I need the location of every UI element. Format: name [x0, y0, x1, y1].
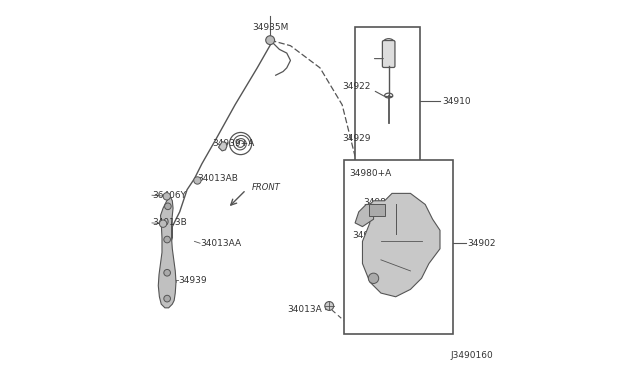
Circle shape [164, 295, 170, 302]
Text: 34939: 34939 [178, 276, 207, 285]
Polygon shape [218, 142, 227, 151]
Text: 34935M: 34935M [252, 23, 289, 32]
Polygon shape [355, 205, 374, 227]
Polygon shape [158, 197, 176, 308]
Circle shape [164, 269, 170, 276]
Circle shape [324, 302, 333, 310]
Text: 34013AA: 34013AA [200, 239, 241, 248]
FancyBboxPatch shape [382, 41, 395, 67]
Text: 34013B: 34013B [152, 218, 187, 227]
Text: 34980: 34980 [364, 198, 392, 207]
Text: 34013A: 34013A [287, 305, 322, 314]
FancyBboxPatch shape [355, 27, 420, 167]
Text: 34902: 34902 [468, 239, 496, 248]
Circle shape [369, 273, 379, 283]
Text: 34922: 34922 [342, 82, 371, 91]
Text: 34910: 34910 [442, 97, 470, 106]
Text: J3490160: J3490160 [451, 350, 493, 359]
Circle shape [266, 36, 275, 45]
FancyBboxPatch shape [344, 160, 453, 334]
Polygon shape [362, 193, 440, 297]
Text: 34939+A: 34939+A [212, 139, 255, 148]
FancyBboxPatch shape [369, 204, 385, 216]
Text: 34013AB: 34013AB [197, 174, 238, 183]
Text: 34980+A: 34980+A [349, 169, 391, 177]
Text: FRONT: FRONT [252, 183, 280, 192]
Text: 34950M: 34950M [353, 231, 389, 240]
Text: 34929: 34929 [342, 134, 371, 142]
Circle shape [164, 236, 170, 243]
Circle shape [163, 193, 170, 200]
Text: 36406Y: 36406Y [152, 191, 186, 200]
Circle shape [194, 177, 201, 184]
Circle shape [159, 220, 167, 227]
Circle shape [164, 203, 172, 210]
